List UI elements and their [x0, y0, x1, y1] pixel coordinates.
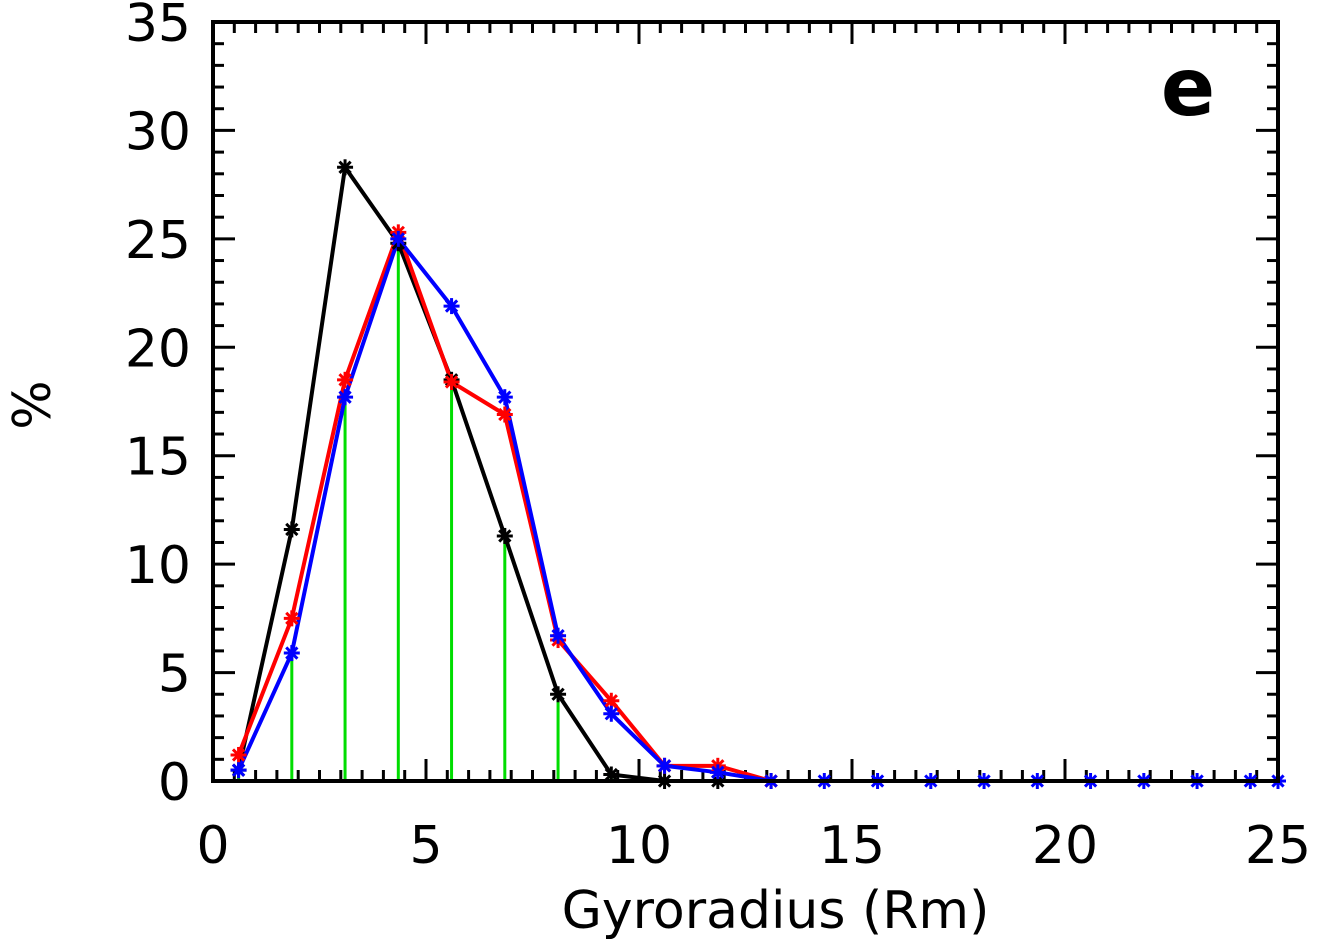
y-tick-label: 20	[125, 319, 191, 379]
y-tick-label: 10	[125, 536, 191, 596]
y-tick-label: 35	[125, 0, 191, 54]
x-tick-label: 15	[819, 816, 885, 876]
data-point	[656, 757, 673, 774]
data-point	[283, 521, 300, 538]
data-point	[230, 762, 247, 779]
x-axis-label: Gyroradius (Rm)	[562, 881, 990, 941]
data-point	[337, 371, 354, 388]
y-tick-label: 15	[125, 428, 191, 488]
data-point	[390, 230, 407, 247]
y-tick-labels: 0 5 10 15 20 25 30 35	[125, 0, 191, 813]
x-tick-labels: 0 5 10 15 20 25	[196, 816, 1311, 876]
data-point	[496, 527, 513, 544]
data-point	[443, 373, 460, 390]
plot-frame	[211, 20, 1280, 783]
green-bars	[237, 238, 613, 781]
y-tick-label: 30	[125, 102, 191, 162]
data-point	[337, 159, 354, 176]
data-point	[550, 686, 567, 703]
x-tick-label: 5	[409, 816, 442, 876]
series-lines	[236, 165, 1278, 783]
y-tick-label: 0	[158, 753, 191, 813]
data-point	[550, 627, 567, 644]
x-tick-label: 10	[606, 816, 672, 876]
data-point	[496, 389, 513, 406]
x-tick-label: 25	[1245, 816, 1311, 876]
data-point	[496, 406, 513, 423]
data-point	[337, 389, 354, 406]
x-tick-label: 20	[1032, 816, 1098, 876]
axis-ticks	[211, 20, 1280, 783]
data-point	[283, 610, 300, 627]
data-point	[603, 766, 620, 783]
series-line-2	[236, 236, 1278, 783]
y-tick-label: 25	[125, 211, 191, 271]
panel-label: e	[1161, 41, 1215, 134]
x-tick-label: 0	[196, 816, 229, 876]
data-point	[443, 298, 460, 315]
data-point	[709, 764, 726, 781]
y-axis-label: %	[3, 380, 63, 429]
data-point	[283, 645, 300, 662]
y-tick-label: 5	[158, 645, 191, 705]
data-point	[603, 705, 620, 722]
data-point	[230, 746, 247, 763]
